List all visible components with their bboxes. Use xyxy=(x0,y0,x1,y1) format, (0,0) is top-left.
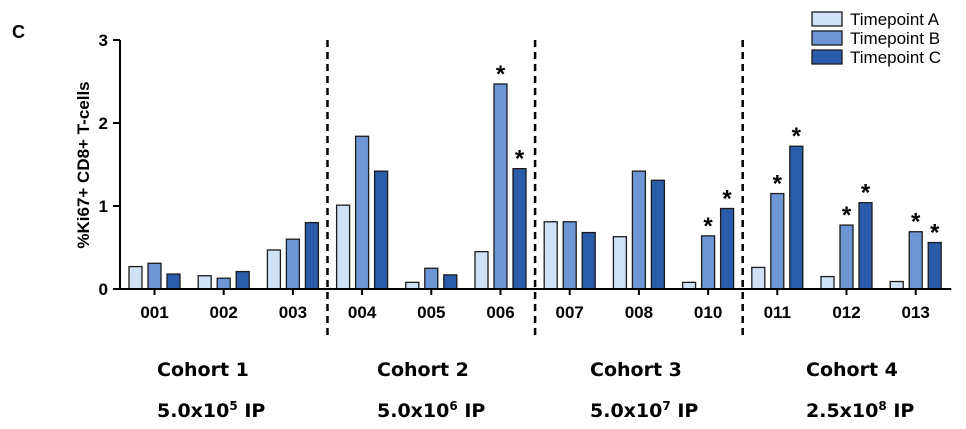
significance-marker: * xyxy=(792,123,802,150)
bar xyxy=(820,275,835,290)
legend-swatch xyxy=(811,30,843,46)
bar xyxy=(197,275,212,290)
bar xyxy=(493,83,508,290)
bar xyxy=(562,221,577,290)
x-tick-label: 004 xyxy=(348,303,377,322)
y-tick-label: 3 xyxy=(99,31,108,50)
y-tick-label: 2 xyxy=(99,114,108,133)
bar xyxy=(858,202,873,290)
bar xyxy=(927,241,942,290)
y-tick-label: 0 xyxy=(99,280,108,299)
bar xyxy=(354,135,370,290)
x-tick-label: 013 xyxy=(902,303,930,322)
bar xyxy=(335,204,351,290)
cohort-label-3: Cohort 3 5.0x107 IP xyxy=(590,352,750,429)
significance-marker: * xyxy=(930,220,940,247)
significance-marker: * xyxy=(842,202,852,229)
bar xyxy=(147,262,162,290)
cohort-dose: 5.0x107 IP xyxy=(590,399,699,422)
significance-marker: * xyxy=(861,180,871,207)
bar xyxy=(719,207,735,290)
cohort-dose: 2.5x108 IP xyxy=(806,399,915,422)
bar xyxy=(908,231,923,290)
legend-label: Timepoint A xyxy=(850,10,940,29)
bar xyxy=(443,274,458,290)
cohort-name: Cohort 3 xyxy=(590,359,682,381)
x-tick-label: 008 xyxy=(625,303,653,322)
significance-marker: * xyxy=(722,185,732,212)
legend-label: Timepoint B xyxy=(850,29,940,48)
bar xyxy=(285,238,301,290)
bar xyxy=(839,224,854,290)
bar xyxy=(373,170,389,290)
bar xyxy=(304,221,320,290)
bar xyxy=(543,221,558,290)
cohort-name: Cohort 2 xyxy=(377,359,469,381)
panel-label: C xyxy=(12,22,25,42)
x-tick-label: 002 xyxy=(210,303,238,322)
x-tick-label: 001 xyxy=(140,303,168,322)
bar xyxy=(581,231,596,290)
bar xyxy=(751,266,766,290)
bar xyxy=(166,273,181,290)
y-axis-label: %Ki67+ CD8+ T-cells xyxy=(74,81,93,248)
cohort-dose: 5.0x105 IP xyxy=(157,399,266,422)
legend-swatch xyxy=(811,49,843,65)
bar xyxy=(631,170,647,290)
cohort-label-1: Cohort 1 5.0x105 IP xyxy=(157,352,317,429)
legend-label: Timepoint C xyxy=(850,48,941,67)
significance-marker: * xyxy=(496,61,506,88)
cohort-name: Cohort 1 xyxy=(157,359,249,381)
bar xyxy=(424,267,439,290)
bar xyxy=(770,192,785,290)
cohort-label-4: Cohort 4 2.5x108 IP xyxy=(806,352,966,429)
cohort-label-2: Cohort 2 5.0x106 IP xyxy=(377,352,537,429)
bar xyxy=(889,280,904,290)
x-tick-label: 012 xyxy=(832,303,860,322)
cohort-name: Cohort 4 xyxy=(806,359,898,381)
bar xyxy=(512,167,527,290)
bar xyxy=(474,250,489,290)
bar xyxy=(216,277,231,290)
significance-marker: * xyxy=(703,213,713,240)
significance-marker: * xyxy=(911,209,921,236)
bar xyxy=(789,145,804,290)
bar xyxy=(700,235,716,290)
bar xyxy=(128,265,143,290)
bar xyxy=(235,270,250,290)
y-tick-label: 1 xyxy=(99,197,108,216)
x-tick-label: 010 xyxy=(694,303,722,322)
bar xyxy=(266,249,282,290)
legend-swatch xyxy=(811,11,843,27)
x-tick-label: 006 xyxy=(486,303,514,322)
bar xyxy=(650,179,666,290)
significance-marker: * xyxy=(515,146,525,173)
x-tick-label: 003 xyxy=(279,303,307,322)
bar xyxy=(612,236,628,290)
significance-marker: * xyxy=(773,171,783,198)
cohort-dose: 5.0x106 IP xyxy=(377,399,486,422)
x-tick-label: 011 xyxy=(764,303,791,322)
x-tick-label: 007 xyxy=(556,303,584,322)
x-tick-label: 005 xyxy=(417,303,445,322)
